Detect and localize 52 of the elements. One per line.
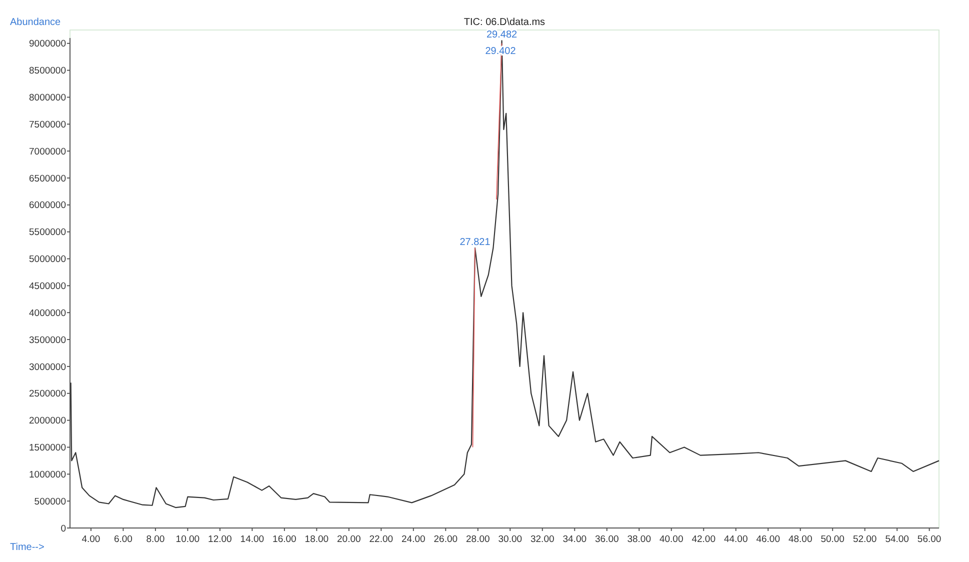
x-tick-label: 50.00 <box>820 534 844 545</box>
x-tick-label: 10.00 <box>176 534 200 545</box>
x-tick-label: 18.00 <box>304 534 329 545</box>
y-tick-label: 6000000 <box>29 200 66 212</box>
y-tick-label: 7000000 <box>29 146 66 158</box>
y-tick-label: 6500000 <box>29 173 66 184</box>
y-tick-label: 3500000 <box>29 334 66 346</box>
y-tick-label: 0 <box>60 523 66 534</box>
x-tick-label: 6.00 <box>114 534 132 545</box>
x-tick-label: 22.00 <box>369 534 394 545</box>
x-tick-label: 52.00 <box>852 534 877 545</box>
x-tick-label: 48.00 <box>788 534 812 545</box>
y-tick-label: 9000000 <box>29 38 66 50</box>
x-tick-label: 28.00 <box>466 534 490 545</box>
x-tick-label: 36.00 <box>594 534 619 545</box>
x-tick-label: 40.00 <box>659 534 684 545</box>
y-tick-label: 5000000 <box>29 254 66 266</box>
y-tick-label: 1000000 <box>29 469 66 480</box>
y-axis-title: Abundance <box>10 17 62 28</box>
annotation: 27.821 <box>460 237 491 248</box>
x-tick-label: 42.00 <box>692 534 716 545</box>
y-tick-label: 4500000 <box>29 281 66 292</box>
x-tick-label: 46.00 <box>756 534 780 545</box>
x-tick-label: 24.00 <box>402 534 426 545</box>
y-tick-label: 5500000 <box>29 227 66 238</box>
x-tick-label: 54.00 <box>885 534 909 545</box>
x-axis-title: Time--> <box>10 542 45 553</box>
x-tick-label: 34.00 <box>562 534 587 545</box>
y-tick-label: 1500000 <box>29 442 66 454</box>
x-tick-label: 14.00 <box>240 534 264 545</box>
y-tick-label: 4000000 <box>29 308 66 319</box>
x-tick-label: 44.00 <box>724 534 748 545</box>
annotation: 29.482 <box>486 30 518 41</box>
y-tick-label: 3000000 <box>29 362 66 373</box>
y-tick-label: 500000 <box>34 496 66 508</box>
x-tick-label: 16.00 <box>272 534 296 545</box>
y-tick-label: 2000000 <box>29 416 66 427</box>
y-tick-label: 2500000 <box>29 388 66 400</box>
x-tick-label: 32.00 <box>530 534 554 545</box>
x-tick-label: 30.00 <box>498 534 522 545</box>
y-tick-label: 7500000 <box>29 119 66 130</box>
x-tick-label: 4.00 <box>82 534 100 545</box>
y-tick-label: 8000000 <box>29 92 66 104</box>
x-tick-label: 38.00 <box>627 534 652 545</box>
x-tick-label: 56.00 <box>917 534 942 545</box>
x-tick-label: 12.00 <box>208 534 232 545</box>
x-tick-label: 20.00 <box>337 534 361 545</box>
line-series <box>70 40 940 508</box>
chart-title: TIC: 06.D\data.ms <box>464 17 546 28</box>
y-tick-label: 8500000 <box>29 66 66 77</box>
x-tick-label: 26.00 <box>434 534 458 545</box>
x-tick-label: 8.00 <box>146 534 165 545</box>
